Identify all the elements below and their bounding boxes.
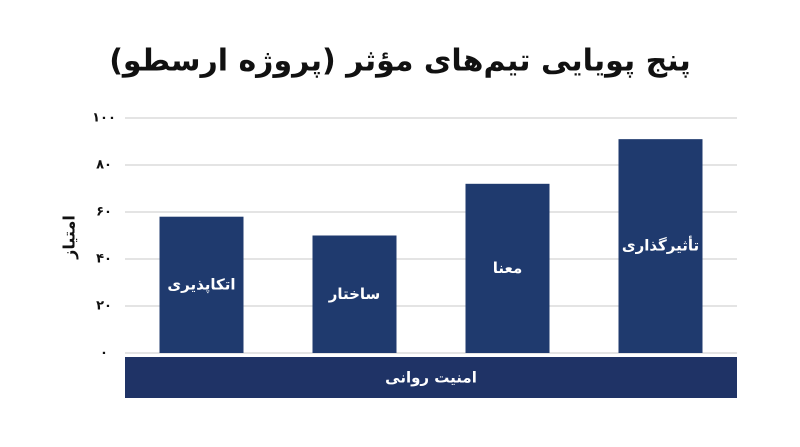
bar-label: معنا xyxy=(493,259,523,277)
y-tick-label: ۸۰ xyxy=(96,158,112,173)
base-label: امنیت روانی xyxy=(385,369,477,387)
bar-label: اتکاپذیری xyxy=(167,275,235,294)
bar xyxy=(618,139,703,353)
bar xyxy=(159,216,244,353)
y-tick-label: ۲۰ xyxy=(96,299,112,314)
y-tick-label: ۶۰ xyxy=(96,205,112,220)
bar xyxy=(312,235,397,353)
y-tick-label: ۴۰ xyxy=(96,252,112,267)
bar-label: تأثیرگذاری xyxy=(622,236,699,255)
bar xyxy=(465,183,550,353)
y-tick-label: ۰ xyxy=(100,346,108,361)
bar-label: ساختار xyxy=(328,285,381,303)
chart-title: پنج پویایی تیم‌های مؤثر (پروژه ارسطو) xyxy=(109,44,691,79)
base-band xyxy=(125,357,737,398)
y-tick-label: ۱۰۰ xyxy=(92,111,116,126)
y-axis-title: امتیاز xyxy=(60,215,79,260)
